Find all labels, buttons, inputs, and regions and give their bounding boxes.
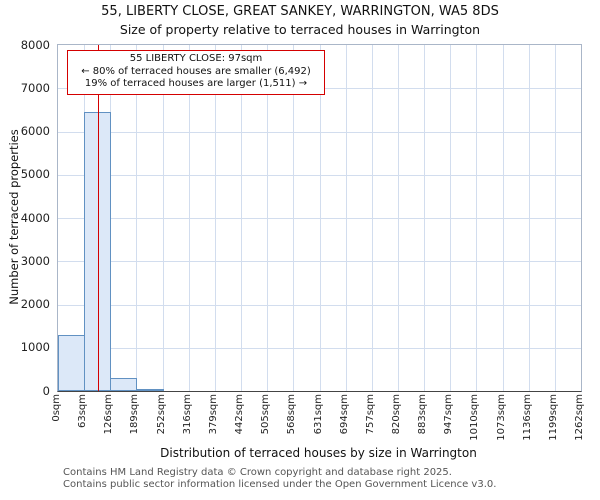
- y-tick-label: 2000: [20, 297, 50, 311]
- x-tick-label: 505sqm: [260, 394, 272, 435]
- chart-subtitle: Size of property relative to terraced ho…: [119, 22, 481, 37]
- x-tick-label: 379sqm: [207, 394, 219, 435]
- y-tick-label: 0: [42, 383, 50, 398]
- y-tick-label: 4000: [20, 210, 50, 225]
- y-tick-label: 3000: [20, 253, 50, 268]
- x-tick-label: 694sqm: [338, 394, 350, 435]
- gridline-v: [502, 45, 504, 391]
- gridline-v: [293, 45, 295, 391]
- histogram-bar: [136, 388, 164, 391]
- gridline-v: [214, 45, 216, 391]
- x-tick-label: 442sqm: [234, 394, 246, 435]
- x-tick-label: 947sqm: [443, 394, 455, 435]
- x-tick-label: 1073sqm: [495, 394, 507, 441]
- gridline-v: [371, 45, 373, 391]
- x-tick-label: 126sqm: [103, 394, 115, 435]
- gridline-v: [397, 45, 399, 391]
- attribution-footer: Contains HM Land Registry data © Crown c…: [63, 467, 496, 490]
- gridline-v: [188, 45, 190, 391]
- gridline-v: [450, 45, 452, 391]
- x-tick-label: 1010sqm: [469, 394, 481, 441]
- y-tick-label: 1000: [20, 340, 50, 355]
- gridline-v: [319, 45, 321, 391]
- chart-title: 55, LIBERTY CLOSE, GREAT SANKEY, WARRING…: [101, 4, 499, 19]
- x-tick-label: 252sqm: [155, 394, 167, 435]
- gridline-v: [528, 45, 530, 391]
- x-tick-label: 568sqm: [286, 394, 298, 435]
- annotation-property-size: 55 LIBERTY CLOSE: 97sqm: [129, 53, 263, 64]
- y-tick-label: 8000: [20, 37, 50, 52]
- x-tick-label: 316sqm: [181, 394, 193, 435]
- x-tick-label: 63sqm: [77, 394, 89, 429]
- x-axis-label: Distribution of terraced houses by size …: [160, 446, 477, 460]
- x-tick-label: 189sqm: [129, 394, 141, 435]
- gridline-v: [554, 45, 556, 391]
- annotation-smaller-share: ← 80% of terraced houses are smaller (6,…: [81, 65, 311, 77]
- attribution-line-1: Contains HM Land Registry data © Crown c…: [63, 467, 452, 478]
- plot-area: [57, 44, 582, 392]
- x-tick-label: 0sqm: [51, 394, 62, 422]
- y-tick-label: 7000: [20, 80, 50, 95]
- property-size-marker-line: [97, 45, 99, 391]
- annotation-larger-share: 19% of terraced houses are larger (1,511…: [84, 78, 308, 89]
- gridline-v: [424, 45, 426, 391]
- x-tick-label: 631sqm: [312, 394, 324, 435]
- annotation-box: 55 LIBERTY CLOSE: 97sqm ← 80% of terrace…: [67, 50, 325, 95]
- histogram-bar: [58, 334, 86, 391]
- histogram-bar: [110, 378, 138, 391]
- gridline-v: [476, 45, 478, 391]
- x-tick-label: 883sqm: [417, 394, 429, 435]
- x-tick-label: 1199sqm: [547, 394, 559, 441]
- gridline-v: [136, 45, 138, 391]
- x-tick-label: 1262sqm: [574, 394, 585, 441]
- gridline-v: [241, 45, 243, 391]
- x-tick-label: 820sqm: [390, 394, 402, 435]
- y-tick-label: 6000: [20, 124, 50, 138]
- gridline-v: [267, 45, 269, 391]
- gridline-v: [162, 45, 164, 391]
- gridline-v: [345, 45, 347, 391]
- x-tick-label: 1136sqm: [521, 394, 533, 441]
- y-tick-label: 5000: [20, 167, 50, 182]
- x-tick-label: 757sqm: [364, 394, 376, 435]
- attribution-line-2: Contains public sector information licen…: [63, 478, 497, 490]
